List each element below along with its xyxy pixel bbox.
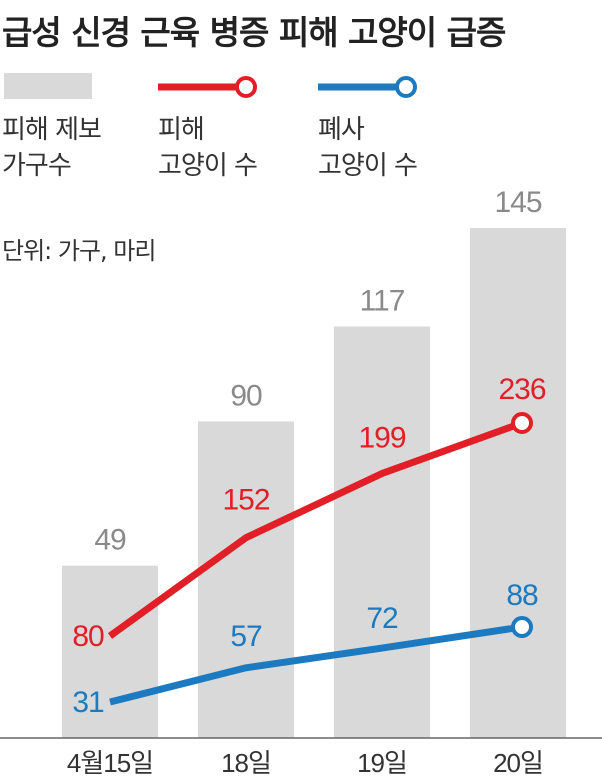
blue-series-line [109, 623, 523, 706]
bar-value-label: 49 [94, 524, 126, 557]
legend-blue-label: 폐사 고양이 수 [318, 115, 418, 181]
legend-blue-line-swatch [318, 76, 417, 98]
red-series-value-label: 199 [358, 422, 405, 455]
x-tick-label: 18일 [221, 748, 271, 776]
red-series-line [107, 419, 524, 639]
x-tick-label: 4월15일 [67, 748, 153, 776]
legend-bar-swatch [4, 73, 92, 99]
red-series-value-label: 152 [222, 484, 269, 517]
bar-value-label: 90 [230, 379, 262, 412]
blue-series-end-marker [511, 616, 533, 638]
bar [470, 228, 566, 738]
chart-title: 급성 신경 근육 병증 피해 고양이 급증 [2, 13, 506, 52]
x-tick-label: 20일 [493, 748, 543, 776]
bar-value-label: 145 [494, 186, 541, 219]
red-series-value-label: 236 [498, 373, 545, 406]
blue-series-value-label: 57 [230, 620, 262, 653]
blue-series-value-label: 72 [366, 602, 398, 635]
legend-bar-label: 피해 제보 가구수 [2, 115, 102, 181]
bar [334, 326, 430, 738]
legend-red-label: 피해 고양이 수 [158, 115, 258, 181]
red-series-value-label: 80 [72, 620, 104, 653]
unit-label: 단위: 가구, 마리 [2, 237, 156, 265]
red-series-end-marker [511, 412, 533, 434]
bar [198, 421, 294, 738]
blue-series-value-label: 88 [506, 579, 538, 612]
bar [62, 565, 158, 738]
bar-value-label: 117 [360, 284, 405, 317]
legend-red-line-swatch [158, 76, 257, 98]
blue-series-value-label: 31 [72, 686, 104, 719]
x-tick-label: 19일 [357, 748, 407, 776]
